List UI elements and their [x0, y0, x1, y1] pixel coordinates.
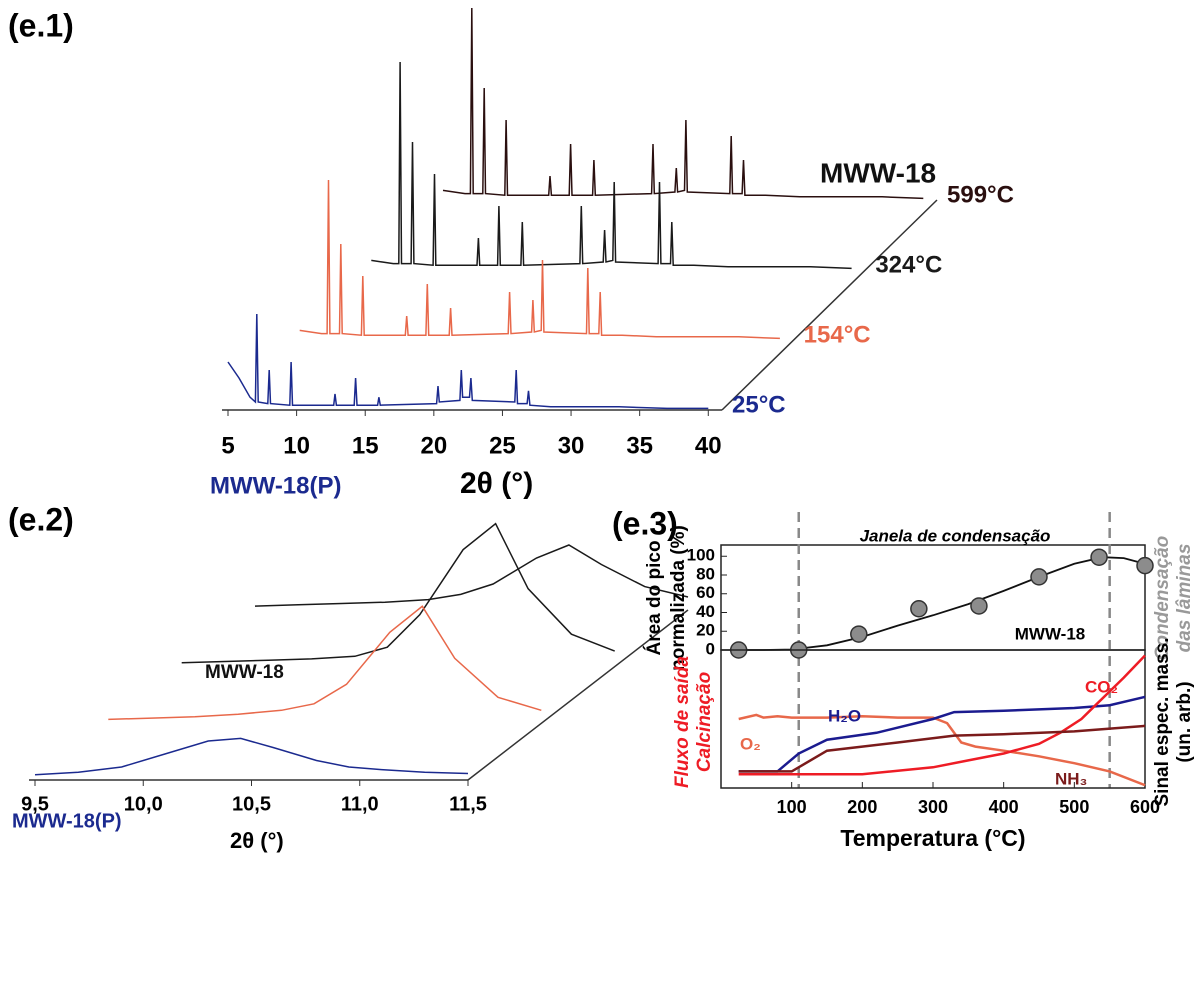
depth-axis — [721, 199, 938, 411]
x-tick-label: 500 — [1059, 797, 1089, 817]
series-label: 599°C — [947, 181, 1014, 208]
y-tick-label: 60 — [696, 583, 715, 602]
data-point — [1136, 556, 1154, 575]
y-axis-label: normalizada (%) — [668, 525, 689, 671]
x-tick-label: 20 — [420, 432, 447, 459]
series-label: 324°C — [875, 251, 942, 278]
xrd-trace — [227, 313, 709, 410]
sample-label: MWW-18(P) — [210, 472, 342, 499]
x-tick-label: 300 — [918, 797, 948, 817]
x-tick-label: 11,5 — [449, 793, 487, 815]
curve-label: CO₂ — [1085, 677, 1118, 696]
y-axis-label: Fluxo de saída — [672, 656, 693, 788]
x-tick-label: 25 — [489, 432, 516, 459]
x-axis-label: Temperatura (°C) — [840, 825, 1025, 851]
xrd-trace — [254, 544, 689, 607]
y-axis-label: Calcinação — [694, 672, 715, 772]
depth-axis — [467, 609, 689, 781]
x-tick-label: 40 — [695, 432, 722, 459]
ms-curve — [738, 695, 1146, 773]
x-tick-label: 5 — [221, 432, 234, 459]
sample-label: MWW-18 — [820, 157, 936, 188]
panel-label: (e.1) — [8, 7, 74, 43]
x-tick-label: 10 — [283, 432, 310, 459]
x-tick-label: 11,0 — [341, 793, 379, 815]
xrd-trace — [181, 522, 615, 664]
data-point — [970, 597, 988, 615]
x-axis-label: 2θ (°) — [460, 467, 533, 500]
x-tick-label: 400 — [989, 797, 1019, 817]
x-tick-label: 200 — [847, 797, 877, 817]
xrd-trace — [371, 61, 852, 270]
data-point — [1030, 568, 1048, 586]
x-tick-label: 10,0 — [124, 793, 163, 815]
x-tick-label: 600 — [1130, 797, 1160, 817]
annotation: Janela de condensação — [860, 526, 1051, 545]
x-tick-label: 30 — [558, 432, 585, 459]
y2-axis-label: das lâminas — [1174, 544, 1195, 653]
y-axis-label: Área do pico — [643, 540, 665, 655]
y-tick-label: 40 — [696, 602, 715, 621]
x-tick-label: 10,5 — [232, 793, 271, 815]
ms-curve — [738, 654, 1146, 776]
x-axis-label: 2θ (°) — [230, 828, 284, 853]
xrd-trace — [299, 179, 780, 340]
data-point — [850, 625, 868, 643]
panel-label: (e.2) — [8, 501, 74, 537]
y-tick-label: 80 — [696, 564, 715, 583]
x-tick-label: 9,5 — [21, 793, 49, 815]
series-label: 25°C — [732, 391, 786, 418]
y-tick-label: 100 — [687, 546, 715, 565]
annotation: MWW-18 — [1015, 624, 1085, 643]
y2-axis-label: Condensação — [1152, 536, 1173, 661]
sample-label: MWW-18 — [205, 662, 284, 683]
xrd-trace — [108, 605, 542, 721]
x-tick-label: 35 — [626, 432, 653, 459]
x-tick-label: 100 — [777, 797, 807, 817]
curve-label: O₂ — [740, 734, 761, 753]
panel-label: (e.3) — [612, 505, 678, 541]
y2-axis-label: Sinal espec. mass. — [1152, 638, 1173, 807]
data-point — [910, 600, 928, 618]
xrd-trace — [34, 737, 469, 776]
xrd-trace — [442, 7, 924, 200]
data-point — [1090, 548, 1108, 566]
ms-curve — [738, 724, 1146, 773]
curve-label: H₂O — [828, 706, 861, 725]
y-tick-label: 0 — [706, 639, 715, 658]
y-tick-label: 20 — [696, 621, 715, 640]
series-label: 154°C — [804, 321, 871, 348]
x-tick-label: 15 — [352, 432, 379, 459]
curve-label: NH₃ — [1055, 769, 1087, 788]
sample-label: MWW-18(P) — [12, 810, 122, 832]
ms-curve — [738, 713, 1146, 787]
y2-axis-label: (un. arb.) — [1174, 681, 1195, 762]
